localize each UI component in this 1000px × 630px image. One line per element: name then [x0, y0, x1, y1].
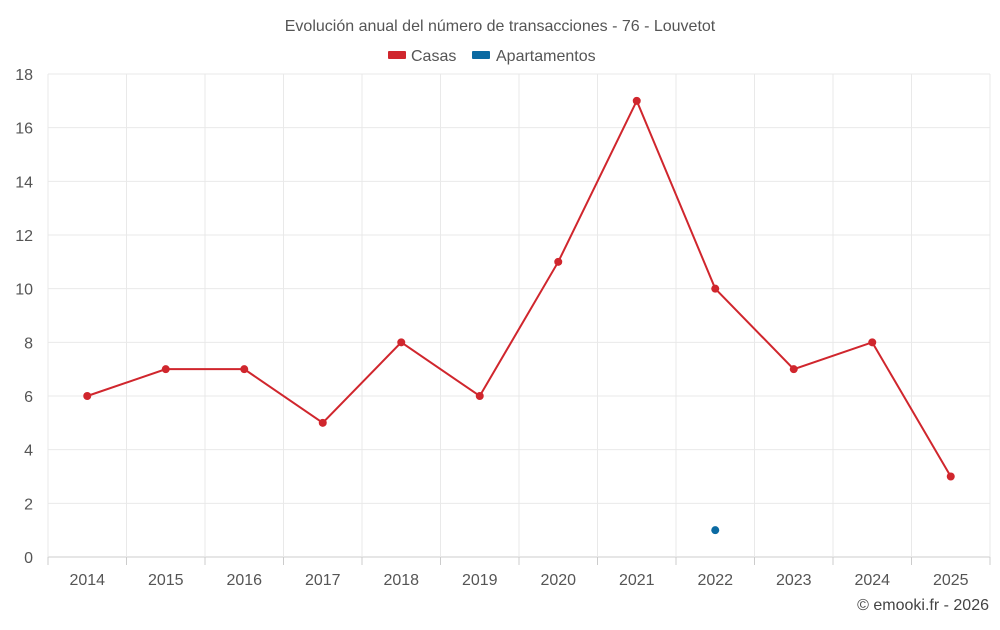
legend-item-casas[interactable]: Casas — [388, 48, 456, 65]
y-tick-label: 0 — [24, 550, 33, 567]
data-point-casas-2014[interactable] — [83, 392, 92, 400]
data-point-casas-2025[interactable] — [946, 472, 955, 481]
y-tick-label: 8 — [24, 335, 33, 352]
grid — [47, 73, 991, 565]
x-tick-label: 2025 — [933, 572, 969, 589]
x-tick-label: 2024 — [854, 572, 890, 589]
legend-label-casas: Casas — [411, 48, 456, 65]
legend-label-apartamentos: Apartamentos — [496, 48, 596, 65]
data-point-casas-2020[interactable] — [554, 257, 563, 266]
x-tick-label: 2021 — [619, 572, 655, 589]
x-axis-ticks: 2014 2015 2016 2017 2018 2019 2020 2021 2022 2023… — [69, 572, 968, 589]
data-point-casas-2017[interactable] — [318, 418, 327, 427]
x-tick-label: 2023 — [776, 572, 812, 589]
legend-swatch-apartamentos — [472, 51, 490, 59]
data-point-apartamentos-2022[interactable] — [711, 526, 720, 535]
legend-swatch-casas — [388, 51, 406, 59]
data-point-casas-2023[interactable] — [789, 365, 798, 374]
series-group — [83, 96, 955, 535]
x-tick-label: 2014 — [69, 572, 105, 589]
y-tick-label: 6 — [24, 389, 33, 406]
data-point-casas-2018[interactable] — [397, 338, 406, 347]
data-point-casas-2016[interactable] — [240, 365, 249, 374]
legend: Casas Apartamentos — [388, 48, 596, 65]
data-point-casas-2022[interactable] — [711, 284, 720, 293]
y-axis-ticks: 0 2 4 6 8 10 12 14 16 18 — [15, 67, 33, 567]
x-tick-label: 2015 — [148, 572, 184, 589]
x-tick-label: 2017 — [305, 572, 341, 589]
data-point-casas-2024[interactable] — [868, 338, 877, 347]
x-tick-label: 2018 — [383, 572, 419, 589]
x-tick-label: 2022 — [697, 572, 733, 589]
x-tick-label: 2020 — [540, 572, 576, 589]
y-tick-label: 18 — [15, 67, 33, 84]
data-point-casas-2021[interactable] — [632, 96, 641, 105]
credit-text: © emooki.fr - 2026 — [857, 597, 989, 614]
data-point-casas-2015[interactable] — [161, 365, 170, 374]
x-tick-label: 2019 — [462, 572, 498, 589]
y-tick-label: 12 — [15, 228, 33, 245]
y-tick-label: 4 — [24, 443, 33, 460]
y-tick-label: 2 — [24, 496, 33, 513]
chart-title: Evolución anual del número de transaccio… — [285, 18, 716, 35]
legend-item-apartamentos[interactable]: Apartamentos — [472, 48, 596, 65]
x-tick-label: 2016 — [226, 572, 262, 589]
series-line-casas — [86, 98, 952, 478]
y-tick-label: 10 — [15, 282, 33, 299]
y-tick-label: 14 — [15, 174, 33, 191]
data-point-casas-2019[interactable] — [475, 392, 484, 400]
y-tick-label: 16 — [15, 121, 33, 138]
